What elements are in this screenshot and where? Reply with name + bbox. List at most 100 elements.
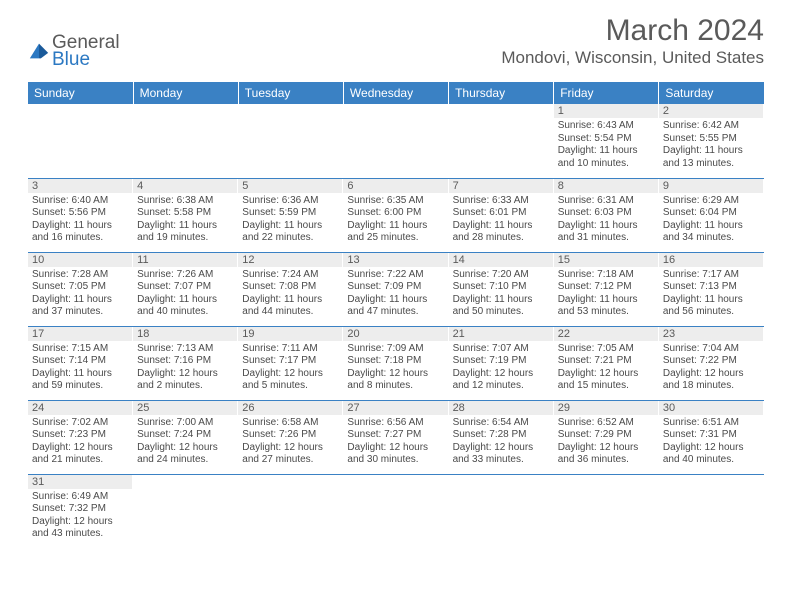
day-header: Friday — [554, 82, 659, 104]
day-body: Sunrise: 7:24 AMSunset: 7:08 PMDaylight:… — [238, 267, 343, 323]
calendar-cell: 24Sunrise: 7:02 AMSunset: 7:23 PMDayligh… — [28, 400, 133, 474]
day-number: 24 — [28, 401, 133, 415]
calendar-cell: 15Sunrise: 7:18 AMSunset: 7:12 PMDayligh… — [554, 252, 659, 326]
day-number: 31 — [28, 475, 133, 489]
day-body: Sunrise: 6:58 AMSunset: 7:26 PMDaylight:… — [238, 415, 343, 471]
calendar-cell: 29Sunrise: 6:52 AMSunset: 7:29 PMDayligh… — [554, 400, 659, 474]
calendar-cell: 18Sunrise: 7:13 AMSunset: 7:16 PMDayligh… — [133, 326, 238, 400]
day-header: Saturday — [659, 82, 764, 104]
calendar-week: 10Sunrise: 7:28 AMSunset: 7:05 PMDayligh… — [28, 252, 764, 326]
day-number: 11 — [133, 253, 238, 267]
day-body: Sunrise: 7:09 AMSunset: 7:18 PMDaylight:… — [343, 341, 448, 397]
day-body: Sunrise: 6:49 AMSunset: 7:32 PMDaylight:… — [28, 489, 133, 545]
day-number: 27 — [343, 401, 448, 415]
day-body: Sunrise: 6:35 AMSunset: 6:00 PMDaylight:… — [343, 193, 448, 249]
calendar-week: 1Sunrise: 6:43 AMSunset: 5:54 PMDaylight… — [28, 104, 764, 178]
day-body: Sunrise: 7:17 AMSunset: 7:13 PMDaylight:… — [659, 267, 764, 323]
day-number: 14 — [449, 253, 554, 267]
day-body: Sunrise: 7:13 AMSunset: 7:16 PMDaylight:… — [133, 341, 238, 397]
calendar-week: 17Sunrise: 7:15 AMSunset: 7:14 PMDayligh… — [28, 326, 764, 400]
day-body: Sunrise: 7:04 AMSunset: 7:22 PMDaylight:… — [659, 341, 764, 397]
day-header-row: SundayMondayTuesdayWednesdayThursdayFrid… — [28, 82, 764, 104]
day-number: 10 — [28, 253, 133, 267]
day-number: 12 — [238, 253, 343, 267]
calendar-cell: 2Sunrise: 6:42 AMSunset: 5:55 PMDaylight… — [659, 104, 764, 178]
day-body: Sunrise: 7:26 AMSunset: 7:07 PMDaylight:… — [133, 267, 238, 323]
calendar-cell: 8Sunrise: 6:31 AMSunset: 6:03 PMDaylight… — [554, 178, 659, 252]
day-number: 23 — [659, 327, 764, 341]
day-body: Sunrise: 7:05 AMSunset: 7:21 PMDaylight:… — [554, 341, 659, 397]
calendar-cell — [659, 474, 764, 548]
calendar-cell: 26Sunrise: 6:58 AMSunset: 7:26 PMDayligh… — [238, 400, 343, 474]
day-body: Sunrise: 6:38 AMSunset: 5:58 PMDaylight:… — [133, 193, 238, 249]
day-body: Sunrise: 6:33 AMSunset: 6:01 PMDaylight:… — [449, 193, 554, 249]
calendar-cell — [449, 474, 554, 548]
logo-accent: Blue — [52, 49, 90, 70]
day-header: Sunday — [28, 82, 133, 104]
day-number: 9 — [659, 179, 764, 193]
logo: General Blue — [28, 34, 120, 68]
day-number: 16 — [659, 253, 764, 267]
calendar-cell: 4Sunrise: 6:38 AMSunset: 5:58 PMDaylight… — [133, 178, 238, 252]
day-body: Sunrise: 7:00 AMSunset: 7:24 PMDaylight:… — [133, 415, 238, 471]
day-body: Sunrise: 6:42 AMSunset: 5:55 PMDaylight:… — [659, 118, 764, 174]
calendar-cell: 19Sunrise: 7:11 AMSunset: 7:17 PMDayligh… — [238, 326, 343, 400]
calendar-cell: 21Sunrise: 7:07 AMSunset: 7:19 PMDayligh… — [449, 326, 554, 400]
calendar-cell: 23Sunrise: 7:04 AMSunset: 7:22 PMDayligh… — [659, 326, 764, 400]
day-number: 20 — [343, 327, 448, 341]
day-body: Sunrise: 6:43 AMSunset: 5:54 PMDaylight:… — [554, 118, 659, 174]
calendar-cell: 10Sunrise: 7:28 AMSunset: 7:05 PMDayligh… — [28, 252, 133, 326]
location: Mondovi, Wisconsin, United States — [501, 48, 764, 68]
calendar-cell — [28, 104, 133, 178]
day-body: Sunrise: 6:56 AMSunset: 7:27 PMDaylight:… — [343, 415, 448, 471]
day-header: Monday — [133, 82, 238, 104]
calendar-cell: 28Sunrise: 6:54 AMSunset: 7:28 PMDayligh… — [449, 400, 554, 474]
day-number: 13 — [343, 253, 448, 267]
calendar-cell: 3Sunrise: 6:40 AMSunset: 5:56 PMDaylight… — [28, 178, 133, 252]
day-body: Sunrise: 6:36 AMSunset: 5:59 PMDaylight:… — [238, 193, 343, 249]
calendar-body: 1Sunrise: 6:43 AMSunset: 5:54 PMDaylight… — [28, 104, 764, 548]
calendar-cell: 25Sunrise: 7:00 AMSunset: 7:24 PMDayligh… — [133, 400, 238, 474]
day-number: 26 — [238, 401, 343, 415]
calendar-week: 24Sunrise: 7:02 AMSunset: 7:23 PMDayligh… — [28, 400, 764, 474]
logo-text: General Blue — [52, 34, 120, 68]
day-number: 1 — [554, 104, 659, 118]
day-body: Sunrise: 7:20 AMSunset: 7:10 PMDaylight:… — [449, 267, 554, 323]
day-body: Sunrise: 7:02 AMSunset: 7:23 PMDaylight:… — [28, 415, 133, 471]
day-number: 8 — [554, 179, 659, 193]
calendar-cell: 30Sunrise: 6:51 AMSunset: 7:31 PMDayligh… — [659, 400, 764, 474]
calendar-cell: 5Sunrise: 6:36 AMSunset: 5:59 PMDaylight… — [238, 178, 343, 252]
calendar-cell — [343, 474, 448, 548]
day-body: Sunrise: 7:28 AMSunset: 7:05 PMDaylight:… — [28, 267, 133, 323]
day-number: 28 — [449, 401, 554, 415]
calendar-cell — [238, 104, 343, 178]
calendar-cell — [133, 474, 238, 548]
calendar-week: 3Sunrise: 6:40 AMSunset: 5:56 PMDaylight… — [28, 178, 764, 252]
calendar-week: 31Sunrise: 6:49 AMSunset: 7:32 PMDayligh… — [28, 474, 764, 548]
day-header: Tuesday — [238, 82, 343, 104]
calendar-cell: 27Sunrise: 6:56 AMSunset: 7:27 PMDayligh… — [343, 400, 448, 474]
day-body: Sunrise: 7:22 AMSunset: 7:09 PMDaylight:… — [343, 267, 448, 323]
calendar-cell: 16Sunrise: 7:17 AMSunset: 7:13 PMDayligh… — [659, 252, 764, 326]
day-number: 25 — [133, 401, 238, 415]
day-body: Sunrise: 6:29 AMSunset: 6:04 PMDaylight:… — [659, 193, 764, 249]
day-body: Sunrise: 7:07 AMSunset: 7:19 PMDaylight:… — [449, 341, 554, 397]
day-number: 6 — [343, 179, 448, 193]
day-number: 2 — [659, 104, 764, 118]
logo-icon — [28, 40, 50, 62]
calendar-cell: 11Sunrise: 7:26 AMSunset: 7:07 PMDayligh… — [133, 252, 238, 326]
calendar-cell: 1Sunrise: 6:43 AMSunset: 5:54 PMDaylight… — [554, 104, 659, 178]
calendar-cell: 20Sunrise: 7:09 AMSunset: 7:18 PMDayligh… — [343, 326, 448, 400]
calendar-cell — [449, 104, 554, 178]
day-body: Sunrise: 6:31 AMSunset: 6:03 PMDaylight:… — [554, 193, 659, 249]
calendar-cell: 22Sunrise: 7:05 AMSunset: 7:21 PMDayligh… — [554, 326, 659, 400]
day-number: 22 — [554, 327, 659, 341]
day-header: Thursday — [449, 82, 554, 104]
calendar-cell: 9Sunrise: 6:29 AMSunset: 6:04 PMDaylight… — [659, 178, 764, 252]
day-number: 3 — [28, 179, 133, 193]
calendar-cell: 6Sunrise: 6:35 AMSunset: 6:00 PMDaylight… — [343, 178, 448, 252]
day-body: Sunrise: 7:15 AMSunset: 7:14 PMDaylight:… — [28, 341, 133, 397]
day-number: 17 — [28, 327, 133, 341]
calendar-cell: 7Sunrise: 6:33 AMSunset: 6:01 PMDaylight… — [449, 178, 554, 252]
day-body: Sunrise: 6:52 AMSunset: 7:29 PMDaylight:… — [554, 415, 659, 471]
